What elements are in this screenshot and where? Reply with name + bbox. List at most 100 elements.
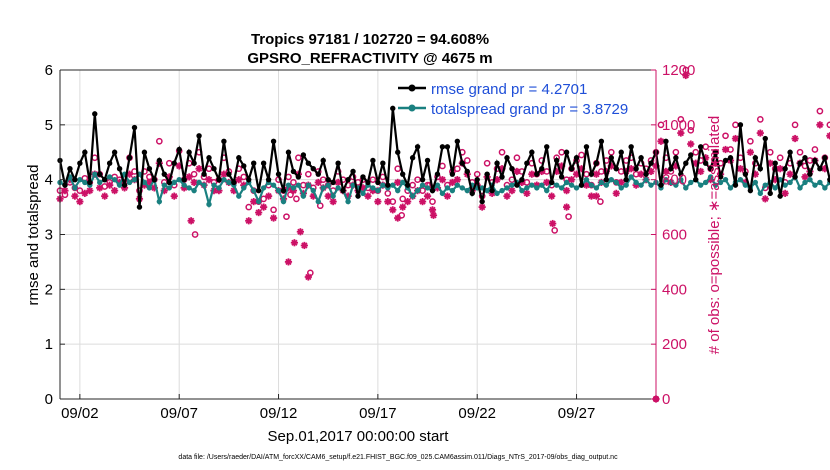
obs-assimilated-point	[582, 181, 591, 189]
obs-assimilated-point	[86, 187, 94, 195]
totalspread-point	[211, 182, 217, 188]
y-tick-label: 1	[45, 336, 53, 353]
star-stroke	[325, 192, 332, 200]
star-stroke	[816, 121, 824, 128]
totalspread-point	[92, 171, 98, 177]
rmse-point	[87, 179, 93, 186]
totalspread-point	[310, 187, 316, 194]
rmse-point	[578, 182, 585, 188]
star-stroke	[781, 190, 789, 197]
y2-tick-label: 400	[662, 281, 687, 298]
rmse-point	[618, 149, 624, 155]
rmse-point	[390, 105, 396, 112]
y2-tick-label: 200	[662, 336, 687, 353]
obs-possible-point	[796, 148, 804, 156]
totalspread-point	[817, 179, 823, 186]
totalspread-point	[742, 182, 749, 188]
totalspread-point	[484, 187, 490, 194]
totalspread-point	[290, 185, 297, 191]
star-stroke	[479, 203, 486, 211]
obs-possible-point	[295, 154, 302, 162]
obs-assimilated-point	[76, 198, 84, 206]
obs-assimilated-point	[563, 203, 571, 211]
rmse-point	[633, 166, 639, 172]
star-stroke	[384, 198, 391, 205]
obs-possible-point	[245, 203, 253, 211]
rmse-point	[92, 111, 98, 117]
obs-possible-point	[747, 137, 754, 145]
star-stroke	[454, 176, 461, 183]
star-stroke	[126, 171, 133, 178]
totalspread-point	[161, 182, 167, 188]
obs-assimilated-point	[195, 165, 203, 173]
rmse-point	[469, 190, 475, 197]
obs-possible-point	[384, 190, 392, 197]
obs-possible-point	[756, 116, 764, 123]
star-stroke	[801, 173, 809, 181]
rmse-point	[762, 135, 768, 142]
totalspread-point	[648, 182, 654, 188]
star-stroke	[618, 179, 625, 186]
y-tick-label: 4	[45, 172, 53, 189]
rmse-point	[146, 166, 153, 172]
totalspread-point	[663, 176, 669, 183]
rmse-point	[226, 171, 232, 177]
rmse-point	[767, 190, 773, 197]
totalspread-point	[534, 185, 540, 191]
star-stroke	[444, 192, 451, 200]
totalspread-point	[608, 176, 614, 183]
obs-possible-point	[727, 146, 734, 153]
y-tick-label: 5	[45, 117, 53, 134]
totalspread-point	[678, 176, 684, 183]
star-stroke	[359, 184, 367, 192]
rmse-point	[310, 166, 316, 172]
star-stroke	[677, 129, 684, 137]
star-stroke	[111, 187, 118, 194]
totalspread-point	[539, 182, 545, 188]
star-stroke	[762, 195, 769, 203]
rmse-point	[121, 182, 128, 188]
star-stroke	[250, 198, 257, 205]
star-stroke	[523, 190, 531, 197]
obs-assimilated-point	[111, 187, 119, 195]
rmse-point	[529, 149, 535, 155]
rmse-point	[732, 182, 739, 188]
obs-assimilated-point	[284, 258, 293, 266]
obs-assimilated-point	[503, 192, 511, 200]
rmse-point	[201, 171, 207, 177]
rmse-point	[737, 122, 744, 128]
rmse-point	[598, 138, 605, 144]
obs-assimilated-point	[761, 195, 769, 203]
rmse-point	[797, 160, 803, 166]
star-stroke	[389, 206, 396, 213]
obs-assimilated-point	[548, 192, 556, 200]
star-stroke	[786, 171, 794, 178]
totalspread-point	[111, 176, 118, 183]
obs-assimilated-point	[801, 173, 809, 181]
obs-assimilated-point	[478, 203, 486, 211]
star-stroke	[647, 168, 655, 175]
obs-assimilated-point	[170, 192, 178, 200]
star-stroke	[588, 192, 595, 200]
rmse-point	[444, 144, 451, 150]
rmse-point	[698, 144, 704, 150]
star-stroke	[220, 171, 228, 178]
obs-possible-point	[607, 148, 615, 156]
star-stroke	[205, 176, 213, 183]
totalspread-point	[320, 185, 326, 191]
y2-tick-label: 800	[662, 172, 687, 189]
totalspread-point	[236, 193, 242, 199]
rmse-point	[459, 160, 465, 166]
totalspread-point	[116, 182, 123, 188]
obs-assimilated-point	[781, 189, 789, 197]
rmse-point	[688, 152, 694, 158]
totalspread-point	[822, 185, 828, 191]
obs-assimilated-point	[290, 239, 299, 247]
star-stroke	[315, 179, 322, 186]
rmse-point	[722, 157, 729, 164]
rmse-point	[454, 138, 461, 144]
totalspread-point	[216, 185, 222, 191]
totalspread-point	[72, 185, 78, 191]
rmse-point	[375, 179, 381, 186]
